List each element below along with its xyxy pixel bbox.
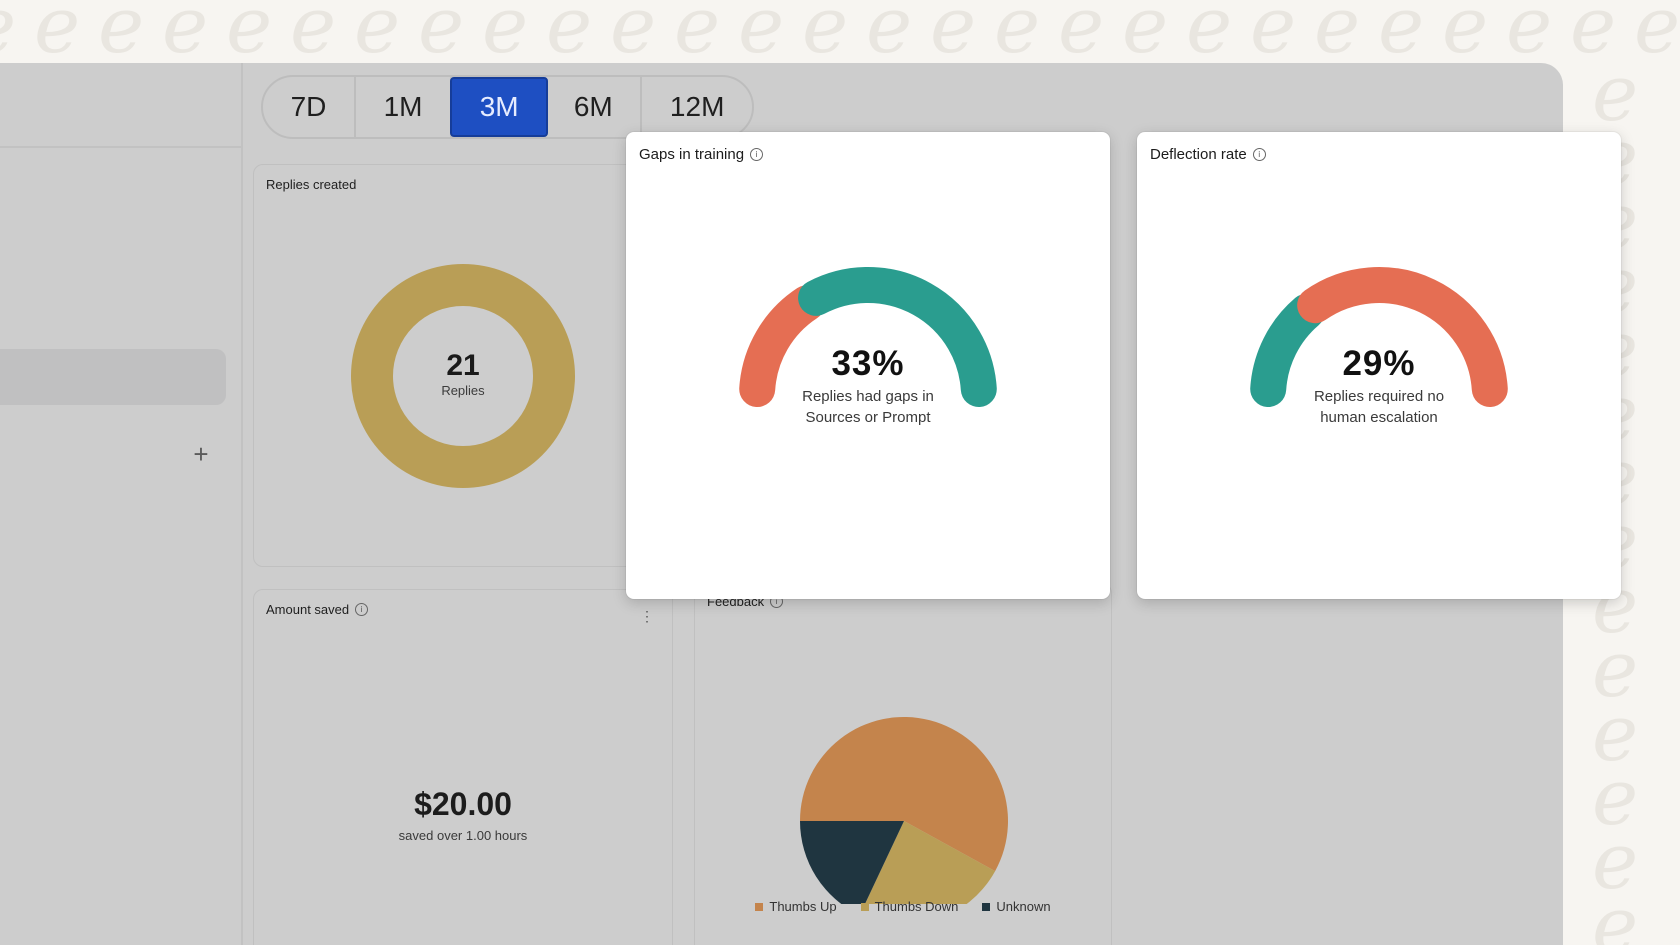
- pattern-glyph: e: [1592, 49, 1638, 139]
- pattern-glyph: e: [0, 0, 16, 71]
- sidebar: +: [0, 63, 243, 945]
- gauge-segment-remainder: [1297, 267, 1508, 408]
- donut-ring: [351, 264, 575, 488]
- pattern-glyph: e: [98, 0, 144, 71]
- legend-item-thumbs-up: Thumbs Up: [755, 899, 837, 914]
- tab-7d[interactable]: 7D: [263, 77, 356, 137]
- more-menu-icon[interactable]: ⋮: [640, 608, 654, 624]
- pattern-glyph: e: [482, 0, 528, 71]
- deflection-value: 29%: [1342, 344, 1416, 383]
- feedback-legend: Thumbs Up Thumbs Down Unknown: [695, 899, 1111, 914]
- info-icon[interactable]: i: [1252, 148, 1266, 161]
- pattern-glyph: e: [1442, 0, 1488, 71]
- gaps-subtitle: Replies had gaps in Sources or Prompt: [802, 388, 934, 426]
- pattern-glyph: e: [866, 0, 912, 71]
- pie-slice-thumbs-down[interactable]: [860, 821, 996, 904]
- pattern-glyph: e: [610, 0, 656, 71]
- gaps-gauge: [739, 267, 997, 408]
- card-title: Deflection rate i: [1150, 146, 1266, 163]
- card-title: Gaps in training i: [639, 146, 764, 163]
- tab-1m[interactable]: 1M: [356, 77, 453, 137]
- pie-slice-unknown[interactable]: [800, 821, 904, 904]
- gauge-segment-value: [1250, 293, 1325, 408]
- replies-label: Replies: [441, 383, 485, 398]
- info-icon[interactable]: i: [355, 603, 369, 616]
- deflection-subtitle: Replies required no human escalation: [1313, 388, 1445, 426]
- deflection-rate-card: Deflection rate i 29% Replies required no…: [1137, 132, 1621, 599]
- pattern-glyph: e: [1506, 0, 1552, 71]
- pattern-glyph: e: [354, 0, 400, 71]
- tab-3m[interactable]: 3M: [450, 77, 549, 137]
- info-icon[interactable]: i: [750, 148, 764, 161]
- amount-value: $20.00: [414, 786, 512, 822]
- pattern-glyph: e: [930, 0, 976, 71]
- pattern-glyph: e: [994, 0, 1040, 71]
- sidebar-divider: [0, 146, 241, 148]
- period-tabs: 7D 1M 3M 6M 12M: [261, 75, 754, 139]
- card-title: Amount saved i: [266, 602, 369, 617]
- pattern-glyph: e: [546, 0, 592, 71]
- pattern-glyph: e: [1592, 625, 1638, 715]
- pattern-glyph: e: [1592, 881, 1638, 945]
- pattern-glyph: e: [1250, 0, 1296, 71]
- tab-6m[interactable]: 6M: [546, 77, 643, 137]
- legend-item-unknown: Unknown: [982, 899, 1051, 914]
- feedback-card: Feedback i Thumbs Up Thumbs Down Unknown: [694, 583, 1112, 945]
- pattern-glyph: e: [1186, 0, 1232, 71]
- pattern-glyph: e: [418, 0, 464, 71]
- gaps-value: 33%: [831, 344, 905, 383]
- pattern-glyph: e: [1634, 0, 1680, 71]
- pattern-glyph: e: [674, 0, 720, 71]
- tab-12m[interactable]: 12M: [669, 91, 725, 122]
- gauge-segment-remainder: [798, 267, 997, 408]
- pattern-glyph: e: [290, 0, 336, 71]
- replies-created-card: Replies created 21 Replies: [253, 164, 673, 567]
- pattern-glyph: e: [1122, 0, 1168, 71]
- pattern-glyph: e: [1592, 689, 1638, 779]
- pattern-glyph: e: [34, 0, 80, 71]
- gaps-in-training-card: Gaps in training i 33% Replies had gaps i…: [626, 132, 1110, 599]
- pattern-glyph: e: [1378, 0, 1424, 71]
- pattern-glyph: e: [1570, 0, 1616, 71]
- card-title: Replies created: [266, 177, 357, 192]
- pattern-glyph: e: [226, 0, 272, 71]
- add-icon[interactable]: +: [193, 439, 209, 469]
- legend-item-thumbs-down: Thumbs Down: [860, 899, 958, 914]
- pattern-glyph: e: [738, 0, 784, 71]
- pattern-glyph: e: [1592, 753, 1638, 843]
- deflection-gauge: [1250, 267, 1508, 408]
- gauge-segment-value: [739, 285, 826, 408]
- amount-subtitle: saved over 1.00 hours: [398, 828, 528, 843]
- replies-donut: [351, 264, 575, 488]
- amount-saved-card: Amount saved i ⋮ $20.00 saved over 1.00 h…: [253, 589, 673, 945]
- sidebar-selected-item[interactable]: [0, 349, 226, 405]
- pattern-glyph: e: [162, 0, 208, 71]
- feedback-pie: [800, 717, 1008, 904]
- pattern-glyph: e: [1058, 0, 1104, 71]
- pattern-glyph: e: [1314, 0, 1360, 71]
- pie-slice-thumbs-up[interactable]: [800, 717, 1008, 872]
- replies-count: 21: [446, 349, 480, 382]
- pattern-glyph: e: [1592, 817, 1638, 907]
- pattern-glyph: e: [802, 0, 848, 71]
